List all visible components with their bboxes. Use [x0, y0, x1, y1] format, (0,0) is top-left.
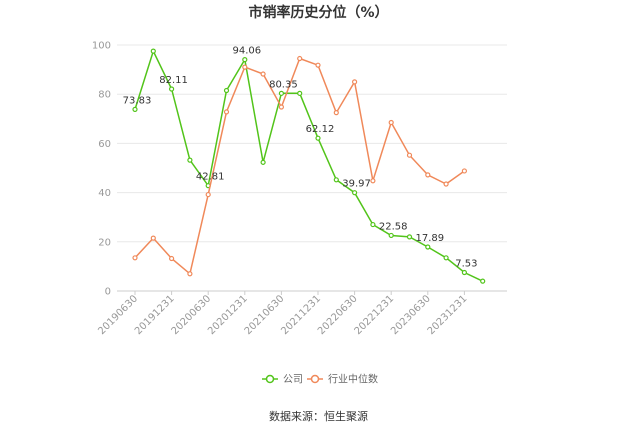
series-line-0	[134, 49, 484, 282]
data-label: 17.89	[415, 233, 444, 244]
data-label: 80.35	[269, 79, 298, 90]
data-point	[223, 87, 230, 94]
legend-marker	[265, 374, 275, 384]
data-label: 62.12	[306, 124, 335, 135]
data-point	[132, 106, 138, 112]
data-label: 94.06	[232, 46, 261, 57]
legend: 公司 行业中位数	[262, 373, 378, 386]
data-point	[150, 235, 156, 241]
data-label: 82.11	[159, 75, 188, 86]
legend-marker	[310, 374, 320, 384]
data-point	[132, 255, 138, 261]
data-point	[333, 110, 339, 116]
data-point	[461, 269, 467, 276]
data-point	[223, 109, 230, 115]
y-tick-label: 20	[98, 237, 111, 248]
axis-layer: 0204060801002019063020191231202006302020…	[92, 41, 507, 337]
data-point	[242, 57, 248, 63]
data-point	[443, 255, 449, 261]
data-point	[388, 119, 394, 126]
data-label: 42.81	[196, 172, 225, 183]
data-point	[352, 190, 358, 196]
y-tick-label: 60	[98, 139, 111, 150]
x-tick-label: 20231231	[426, 293, 470, 337]
data-point	[370, 221, 376, 228]
data-point	[260, 159, 266, 165]
legend-label: 公司	[283, 375, 303, 386]
data-point	[425, 244, 431, 250]
data-point	[315, 62, 321, 68]
data-point	[370, 178, 376, 184]
chart-title: 市销率历史分位（%）	[248, 5, 389, 21]
data-point	[278, 90, 284, 96]
data-point	[242, 64, 248, 70]
data-point	[169, 86, 175, 92]
data-point	[388, 232, 394, 239]
data-label: 22.58	[379, 221, 408, 232]
data-point	[352, 79, 358, 85]
data-label: 73.83	[123, 95, 152, 106]
data-point	[425, 172, 431, 178]
data-point	[480, 278, 486, 284]
legend-label: 行业中位数	[328, 373, 378, 386]
data-point	[406, 152, 413, 158]
data-point	[297, 90, 303, 96]
data-point	[406, 234, 413, 240]
data-label-layer: 73.83 82.11 42.81 94.06 80.35 62.12 39.97 22.58…	[123, 46, 478, 270]
y-tick-label: 0	[105, 287, 111, 298]
data-point	[443, 181, 449, 187]
y-tick-label: 40	[98, 188, 111, 199]
data-label: 7.53	[455, 258, 477, 269]
data-point	[315, 135, 321, 141]
data-point	[297, 55, 303, 62]
source-note: 数据来源：恒生聚源	[269, 410, 368, 423]
data-point	[187, 157, 193, 163]
data-point	[150, 48, 156, 54]
data-point	[278, 104, 284, 110]
data-point	[461, 168, 467, 174]
y-tick-label: 80	[98, 90, 111, 101]
y-tick-label: 100	[92, 41, 111, 52]
data-point	[169, 255, 175, 262]
data-point	[333, 177, 339, 183]
data-point	[187, 271, 193, 277]
data-point	[205, 191, 211, 198]
data-point	[260, 71, 266, 77]
series-layer	[132, 48, 486, 284]
data-label: 39.97	[342, 179, 371, 190]
